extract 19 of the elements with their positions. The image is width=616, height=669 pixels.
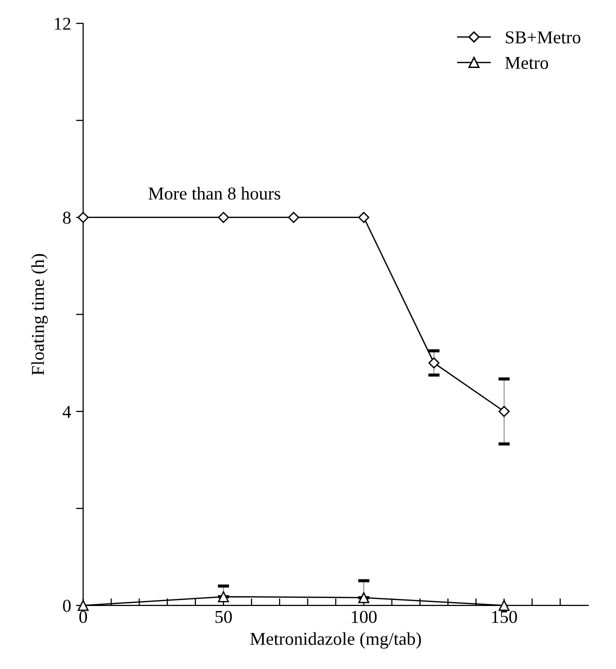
annotation: More than 8 hours: [148, 186, 280, 200]
point: [498, 406, 510, 417]
point: [358, 212, 370, 223]
point: [288, 212, 300, 223]
y-tick-label: 4: [62, 406, 72, 418]
y-tick-label: 12: [54, 18, 70, 30]
x-tick-label: 0: [79, 610, 87, 624]
x-axis-title: Metronidazole (mg/tab): [250, 632, 421, 649]
y-axis-title: Floating time (h): [31, 254, 48, 376]
x-tick-label: 150: [492, 610, 517, 624]
legend-label: SB+Metro: [506, 31, 580, 44]
point: [218, 591, 229, 602]
point: [428, 357, 440, 368]
legend-label: Metro: [505, 56, 548, 69]
point: [218, 212, 230, 223]
x-tick-label: 50: [215, 610, 232, 624]
x-tick-label: 100: [352, 610, 377, 624]
y-tick-label: 8: [63, 212, 71, 224]
y-tick-label: 0: [63, 600, 71, 612]
